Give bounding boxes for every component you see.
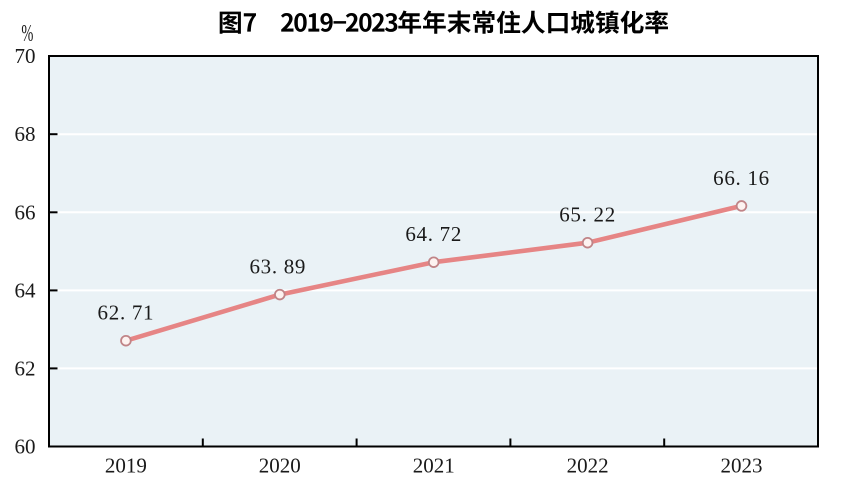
svg-text:62. 71: 62. 71: [98, 301, 155, 325]
svg-text:68: 68: [15, 122, 36, 146]
svg-text:66. 16: 66. 16: [713, 166, 770, 190]
svg-text:2023: 2023: [721, 454, 763, 478]
svg-text:70: 70: [15, 44, 36, 68]
svg-text:62: 62: [15, 356, 36, 380]
svg-text:65. 22: 65. 22: [559, 203, 616, 227]
svg-text:2020: 2020: [259, 454, 301, 478]
svg-text:60: 60: [15, 435, 36, 459]
svg-text:%: %: [21, 21, 33, 48]
svg-text:63. 89: 63. 89: [249, 255, 306, 279]
svg-text:2021: 2021: [413, 454, 455, 478]
svg-text:2022: 2022: [567, 454, 609, 478]
svg-text:64. 72: 64. 72: [405, 222, 462, 246]
svg-text:66: 66: [15, 200, 36, 224]
svg-text:2019: 2019: [105, 454, 147, 478]
svg-text:64: 64: [15, 278, 37, 302]
